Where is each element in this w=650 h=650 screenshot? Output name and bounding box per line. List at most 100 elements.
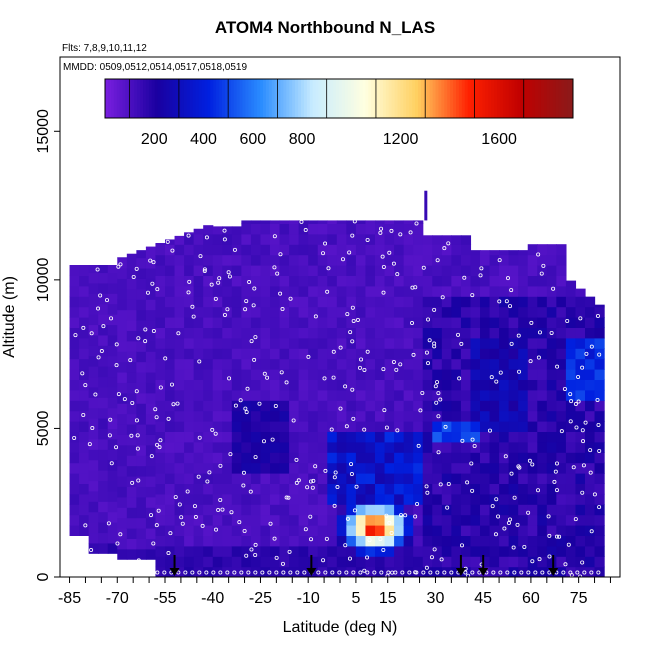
colorbar-segment bbox=[245, 79, 249, 118]
heat-cell bbox=[365, 265, 376, 276]
heat-cell bbox=[260, 275, 271, 287]
sample-dot bbox=[389, 530, 394, 535]
heat-cell bbox=[136, 507, 147, 519]
heat-cell bbox=[298, 254, 309, 266]
heat-cell bbox=[79, 473, 90, 484]
heat-cell bbox=[279, 431, 290, 443]
heat-cell bbox=[594, 389, 605, 401]
sample-dot bbox=[270, 437, 275, 442]
colorbar-segment bbox=[529, 79, 533, 118]
sample-dot bbox=[306, 354, 311, 359]
heat-cell bbox=[212, 452, 223, 464]
heat-cell bbox=[193, 244, 204, 256]
colorbar-segment bbox=[485, 79, 489, 118]
sample-dot bbox=[286, 495, 291, 500]
heat-cell bbox=[117, 382, 128, 394]
heat-cell bbox=[317, 514, 328, 526]
sample-dot bbox=[387, 520, 392, 525]
heat-cell bbox=[193, 566, 204, 577]
sample-dot bbox=[96, 355, 101, 360]
sample-dot bbox=[284, 380, 289, 385]
heat-cell bbox=[470, 327, 481, 339]
heat-cell bbox=[155, 327, 166, 339]
heat-cell bbox=[241, 275, 252, 287]
heat-cell bbox=[69, 275, 80, 287]
colorbar-segment bbox=[464, 79, 469, 118]
heat-cell bbox=[413, 358, 424, 370]
colorbar-segment bbox=[309, 79, 314, 118]
heat-cell bbox=[394, 265, 405, 276]
heat-cell bbox=[518, 285, 529, 297]
heat-cell bbox=[527, 556, 538, 568]
heat-cell bbox=[575, 545, 586, 557]
colorbar-segment bbox=[511, 79, 515, 118]
heat-cell bbox=[441, 545, 452, 557]
heat-cell bbox=[384, 535, 395, 547]
heat-cell bbox=[441, 337, 452, 349]
heat-cell bbox=[222, 556, 233, 568]
heat-cell bbox=[136, 361, 147, 373]
heat-cell bbox=[556, 337, 567, 349]
heat-cell bbox=[184, 244, 195, 256]
mmdd-note: MMDD: 0509,0512,0514,0517,0518,0519 bbox=[63, 62, 247, 73]
heat-cell bbox=[365, 348, 376, 360]
sample-dot bbox=[515, 522, 520, 527]
heat-cell bbox=[260, 400, 271, 412]
heat-cell bbox=[88, 272, 99, 284]
heat-cell bbox=[107, 532, 118, 544]
heat-cell bbox=[537, 441, 548, 453]
heat-cell bbox=[155, 452, 166, 464]
heat-cell bbox=[403, 275, 414, 287]
heat-cell bbox=[203, 225, 214, 235]
heat-cell bbox=[298, 327, 309, 339]
heat-cell bbox=[155, 275, 166, 287]
sample-dot bbox=[151, 260, 156, 265]
heat-cell bbox=[126, 413, 137, 425]
sample-dot bbox=[478, 273, 483, 278]
heat-cell bbox=[470, 452, 481, 464]
heat-cell bbox=[222, 452, 233, 464]
heat-cell bbox=[270, 327, 281, 339]
heat-cell bbox=[451, 275, 462, 287]
colorbar-segment bbox=[198, 79, 203, 118]
heat-cell bbox=[222, 525, 233, 536]
heat-cell bbox=[270, 452, 281, 464]
heat-cell bbox=[327, 233, 338, 245]
heat-cell bbox=[413, 431, 424, 443]
heat-cell bbox=[413, 306, 424, 318]
heat-cell bbox=[432, 504, 443, 516]
heat-cell bbox=[165, 441, 176, 453]
sample-dot bbox=[442, 570, 447, 575]
heat-cell bbox=[489, 514, 500, 526]
heat-cell bbox=[193, 327, 204, 339]
heat-cell bbox=[413, 462, 424, 474]
heat-cell bbox=[88, 407, 99, 419]
sample-dot bbox=[220, 507, 225, 512]
heat-cell bbox=[594, 431, 605, 443]
heat-cell bbox=[480, 421, 491, 432]
heat-cell bbox=[79, 483, 90, 495]
sample-dot bbox=[554, 534, 559, 539]
heat-cell bbox=[136, 486, 147, 498]
heat-cell bbox=[460, 483, 472, 495]
heat-cell bbox=[298, 556, 309, 568]
heat-cell bbox=[565, 483, 577, 495]
heat-cell bbox=[231, 441, 242, 453]
colorbar-segment bbox=[274, 79, 279, 118]
sample-dot bbox=[309, 537, 314, 542]
heat-cell bbox=[432, 348, 443, 360]
heat-cell bbox=[279, 473, 290, 484]
heat-cell bbox=[575, 348, 586, 360]
heat-cell bbox=[174, 275, 185, 287]
heat-cell bbox=[165, 545, 176, 557]
heat-cell bbox=[355, 566, 367, 577]
heat-cell bbox=[155, 337, 166, 349]
heat-cell bbox=[346, 556, 357, 568]
heat-cell bbox=[260, 254, 271, 266]
heat-cell bbox=[594, 348, 605, 360]
heat-cell bbox=[556, 410, 567, 422]
heat-cell bbox=[403, 514, 414, 526]
heat-cell bbox=[69, 493, 80, 505]
heat-cell bbox=[308, 452, 319, 464]
heat-cell bbox=[355, 233, 367, 245]
